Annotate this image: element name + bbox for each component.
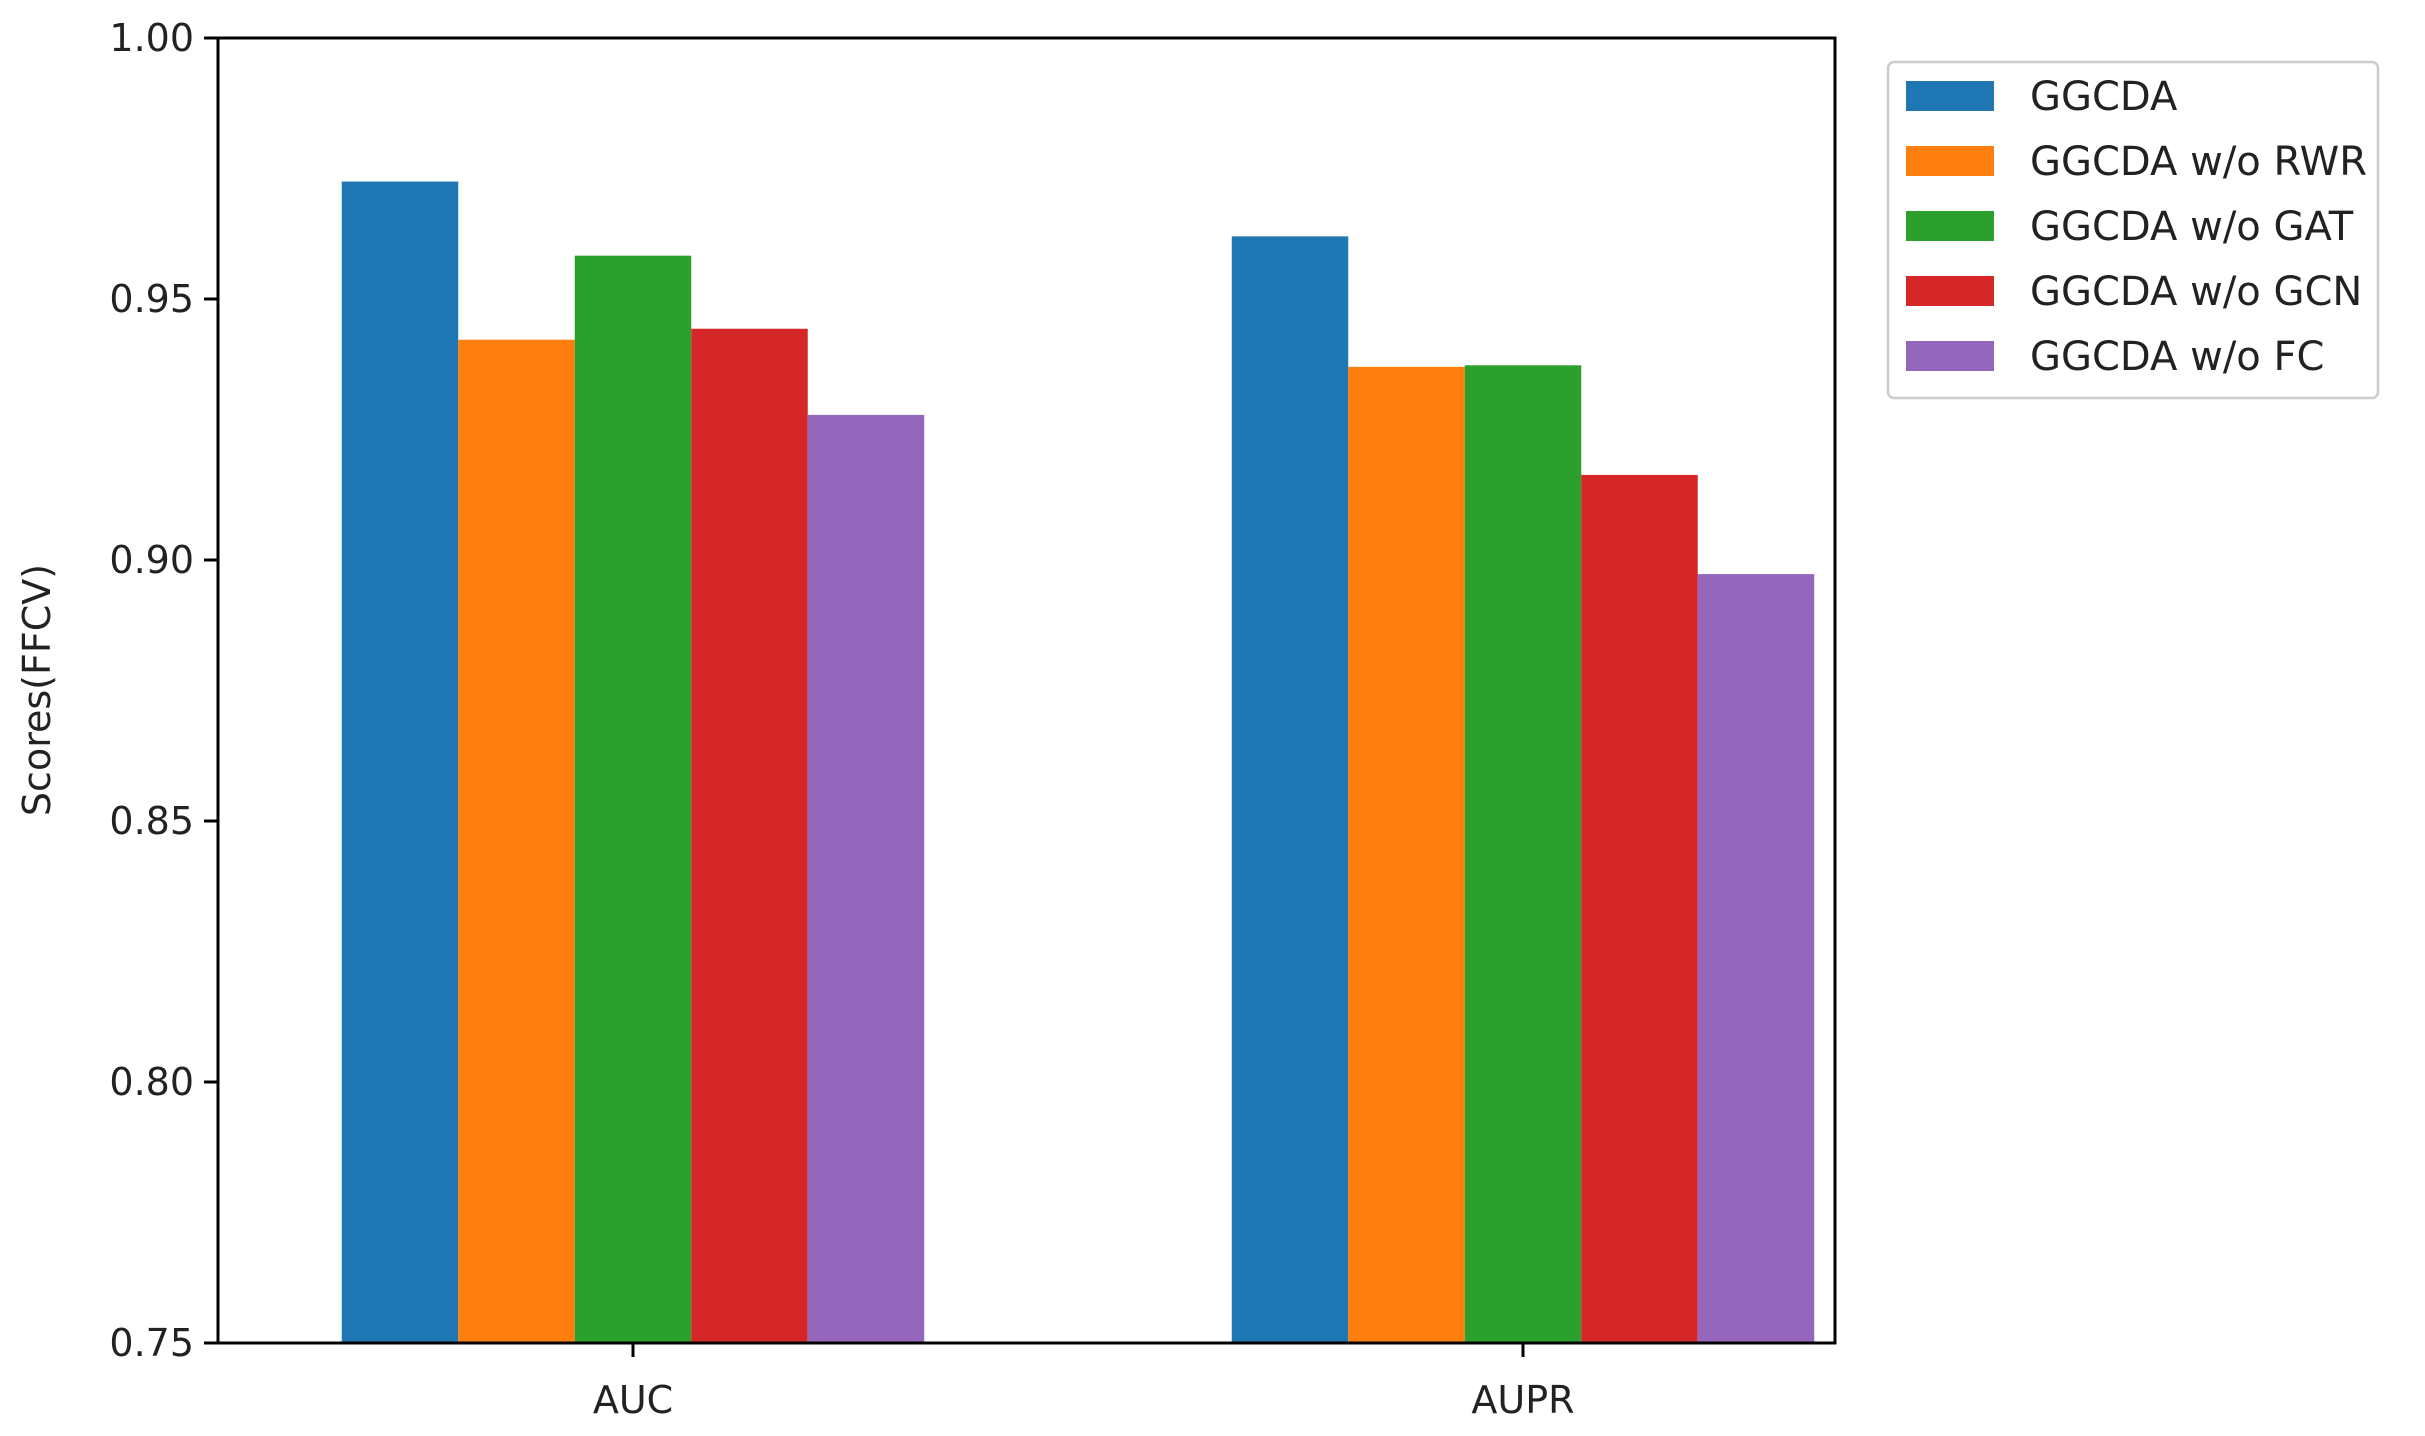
bars-group <box>341 181 1815 1344</box>
legend-swatch <box>1906 276 1994 306</box>
legend-label: GGCDA w/o RWR <box>2030 139 2367 185</box>
bar-auc-series-1 <box>341 181 459 1343</box>
x-tick-label: AUPR <box>1471 1378 1574 1422</box>
bar-aupr-series-1 <box>1231 236 1349 1344</box>
y-axis: 0.75 0.80 0.85 0.90 0.95 1.00 <box>109 16 218 1365</box>
legend-label: GGCDA w/o GAT <box>2030 204 2354 250</box>
y-axis-label: Scores(FFCV) <box>15 564 59 816</box>
bar-auc-series-2 <box>458 339 575 1344</box>
legend-label: GGCDA w/o FC <box>2030 334 2324 380</box>
y-tick-label: 0.80 <box>109 1060 194 1104</box>
bar-aupr-series-4 <box>1581 474 1698 1343</box>
y-tick-label: 0.75 <box>109 1321 194 1365</box>
plot-frame <box>216 36 1837 1345</box>
legend: GGCDA GGCDA w/o RWR GGCDA w/o GAT GGCDA w/o… <box>1886 60 2380 400</box>
y-tick-label: 1.00 <box>109 16 194 60</box>
bar-aupr-series-5 <box>1697 574 1815 1343</box>
x-axis: AUC AUPR <box>593 1343 1575 1422</box>
legend-label: GGCDA <box>2030 74 2178 120</box>
x-tick-label: AUC <box>593 1378 673 1422</box>
bar-auc-series-5 <box>807 414 925 1343</box>
legend-swatch <box>1906 341 1994 371</box>
bar-auc-series-4 <box>691 328 808 1343</box>
legend-swatch <box>1906 146 1994 176</box>
bar-auc-series-3 <box>574 255 692 1343</box>
y-tick-label: 0.85 <box>109 799 194 843</box>
y-tick-label: 0.95 <box>109 277 194 321</box>
legend-label: GGCDA w/o GCN <box>2030 269 2362 315</box>
y-tick-label: 0.90 <box>109 538 194 582</box>
legend-swatch <box>1906 81 1994 111</box>
bar-aupr-series-2 <box>1348 366 1465 1343</box>
legend-frame <box>1886 60 2380 400</box>
bar-aupr-series-3 <box>1464 365 1582 1343</box>
legend-swatch <box>1906 211 1994 241</box>
